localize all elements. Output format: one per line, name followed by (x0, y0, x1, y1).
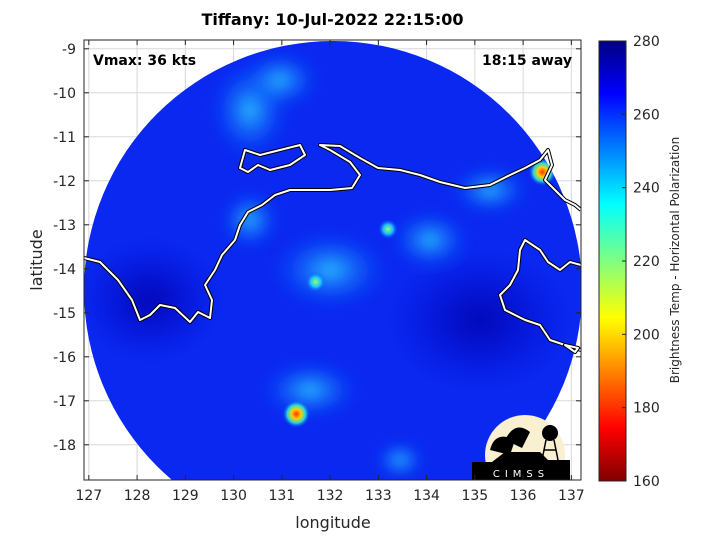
x-tick-label: 132 (317, 488, 344, 504)
vmax-annotation: Vmax: 36 kts (93, 53, 197, 69)
coastline-path (499, 239, 581, 351)
x-tick-label: 136 (510, 488, 537, 504)
x-tick-label: 127 (75, 488, 102, 504)
colorbar-tick-label: 260 (633, 107, 660, 123)
y-tick-label: -9 (62, 42, 76, 58)
x-tick-label: 133 (365, 488, 392, 504)
x-tick-label: 129 (172, 488, 199, 504)
x-tick-label: 135 (461, 488, 488, 504)
colorbar-tick-label: 200 (633, 327, 660, 343)
colorbar-label: Brightness Temp - Horizontal Polarizatio… (668, 137, 682, 384)
logo-text: CIMSS (493, 469, 549, 480)
time-away-annotation: 18:15 away (482, 53, 572, 69)
y-tick-label: -18 (53, 438, 76, 454)
x-tick-label: 134 (413, 488, 440, 504)
x-axis-label: longitude (295, 513, 370, 532)
colorbar-tick-label: 160 (633, 474, 660, 490)
y-tick-label: -14 (53, 262, 76, 278)
coastline (84, 143, 581, 354)
coastline-path (564, 344, 579, 353)
x-axis: 127 128 129 130 131 132 133 134 135 136 137 (75, 40, 585, 504)
colorbar-tick-label: 240 (633, 181, 660, 197)
y-tick-label: -11 (53, 130, 76, 146)
x-tick-label: 131 (268, 488, 295, 504)
colorbar-tick-label: 180 (633, 401, 660, 417)
colorbar-tick-label: 220 (633, 254, 660, 270)
x-tick-label: 130 (220, 488, 247, 504)
y-tick-label: -16 (53, 350, 76, 366)
y-tick-label: -17 (53, 394, 76, 410)
x-tick-label: 128 (124, 488, 151, 504)
colorbar-ticks: 160 180 200 220 240 260 280 (622, 34, 660, 490)
y-axis: -9 -10 -11 -12 -13 -14 -15 -16 -17 -18 (53, 42, 581, 454)
axes-box (83, 39, 582, 481)
colorbar-tick-label: 280 (633, 34, 660, 50)
chart-title: Tiffany: 10-Jul-2022 22:15:00 (201, 10, 464, 29)
y-tick-label: -10 (53, 86, 76, 102)
coastline-path (239, 144, 306, 173)
brightness-temperature-field (84, 41, 581, 480)
y-tick-label: -12 (53, 174, 76, 190)
y-tick-label: -13 (53, 218, 76, 234)
coastline-path (84, 144, 581, 323)
cold-spot (305, 272, 326, 292)
y-tick-label: -15 (53, 306, 76, 322)
cold-spot (377, 219, 398, 240)
colorbar (598, 40, 627, 482)
cimss-logo: CIMSS (472, 415, 570, 480)
x-tick-label: 137 (558, 488, 585, 504)
y-axis-label: latitude (27, 229, 46, 290)
cold-spot (282, 400, 311, 428)
